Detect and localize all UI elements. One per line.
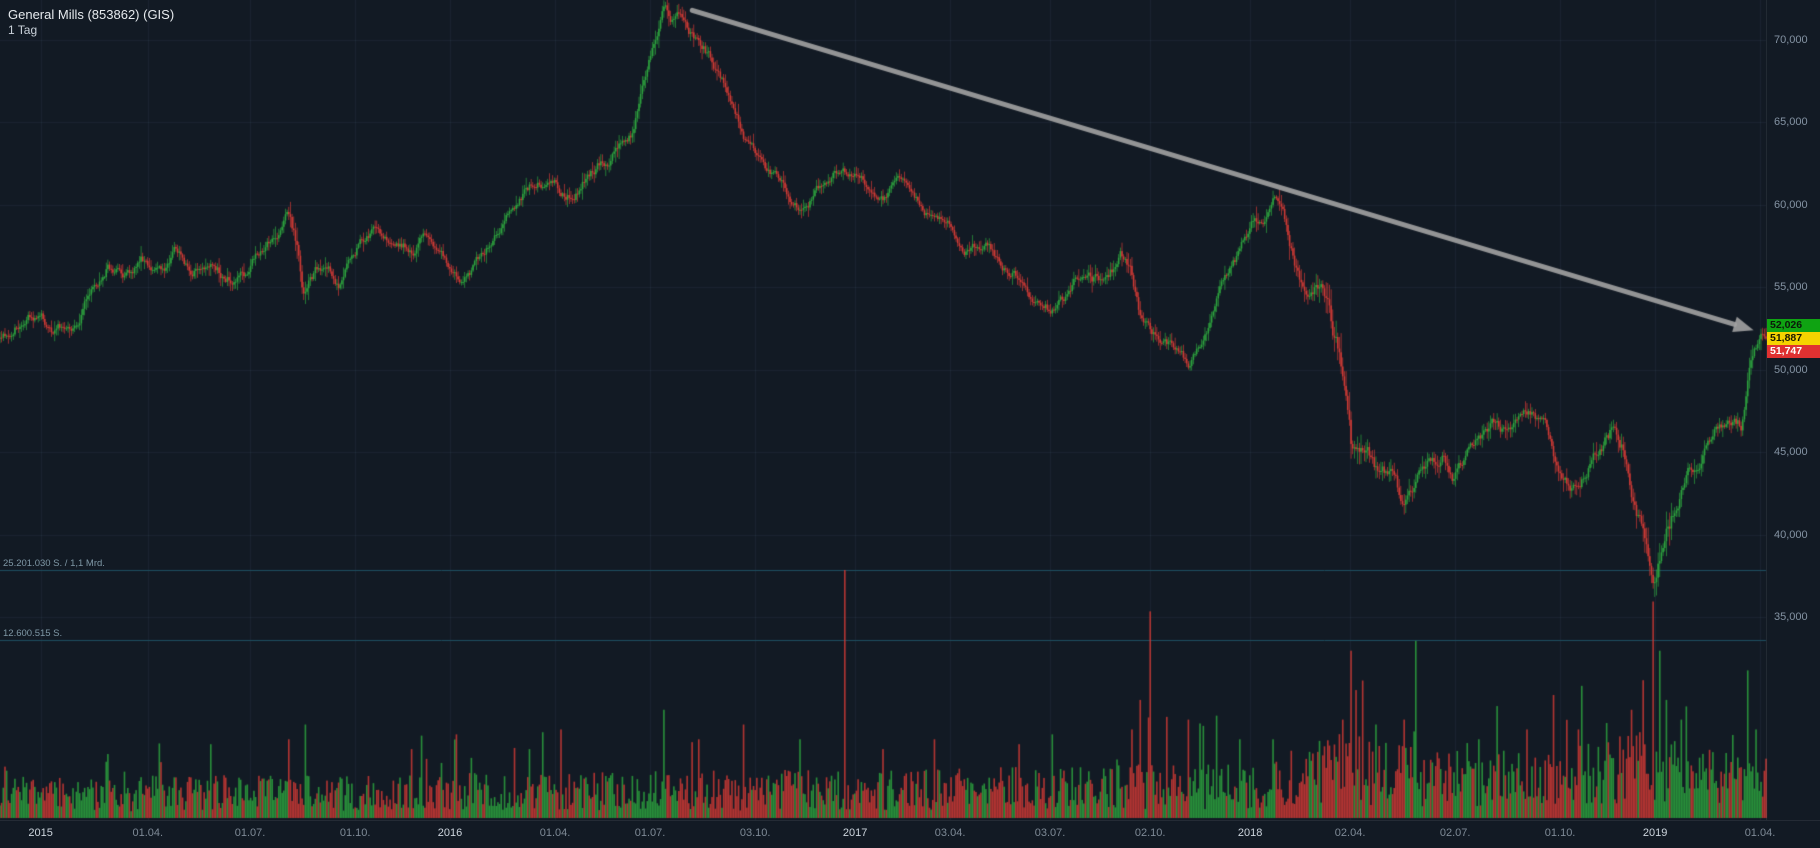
time-axis-label: 2019 [1642, 827, 1668, 839]
time-axis-label: 01.04. [1744, 827, 1776, 839]
price-axis[interactable] [1766, 0, 1820, 820]
price-axis-label: 55,000 [1774, 281, 1808, 294]
price-axis-label: 70,000 [1774, 34, 1808, 46]
time-axis-label: 03.10. [739, 827, 771, 839]
time-axis-label: 03.07. [1034, 827, 1066, 839]
bid-price-tag: 51,747 [1767, 345, 1820, 359]
price-axis-label: 45,000 [1774, 446, 1808, 459]
time-axis-label: 02.07. [1439, 827, 1471, 839]
time-axis-label: 03.04. [934, 827, 966, 839]
time-axis-label: 2017 [842, 827, 868, 839]
time-axis-label: 2018 [1237, 827, 1263, 839]
time-axis-label: 02.04. [1334, 827, 1366, 839]
time-axis-label: 2016 [437, 827, 463, 839]
time-axis-label: 01.07. [634, 827, 666, 839]
time-axis-label: 02.10. [1134, 827, 1166, 839]
price-axis-label: 35,000 [1774, 611, 1808, 624]
time-axis-label: 01.10. [1544, 827, 1576, 839]
last-price-tag: 51,887 [1767, 332, 1820, 346]
price-axis-label: 40,000 [1774, 528, 1808, 541]
time-axis[interactable] [0, 820, 1820, 848]
time-axis-label: 01.04. [539, 827, 571, 839]
time-axis-label: 2015 [28, 827, 53, 839]
price-axis-label: 50,000 [1774, 363, 1808, 376]
time-axis-label: 01.10. [339, 827, 371, 839]
time-axis-label: 01.07. [234, 827, 266, 839]
price-axis-label: 60,000 [1774, 198, 1808, 211]
time-axis-label: 01.04. [132, 827, 164, 839]
ask-price-tag: 52,026 [1767, 319, 1820, 333]
price-axis-label: 65,000 [1774, 116, 1808, 129]
